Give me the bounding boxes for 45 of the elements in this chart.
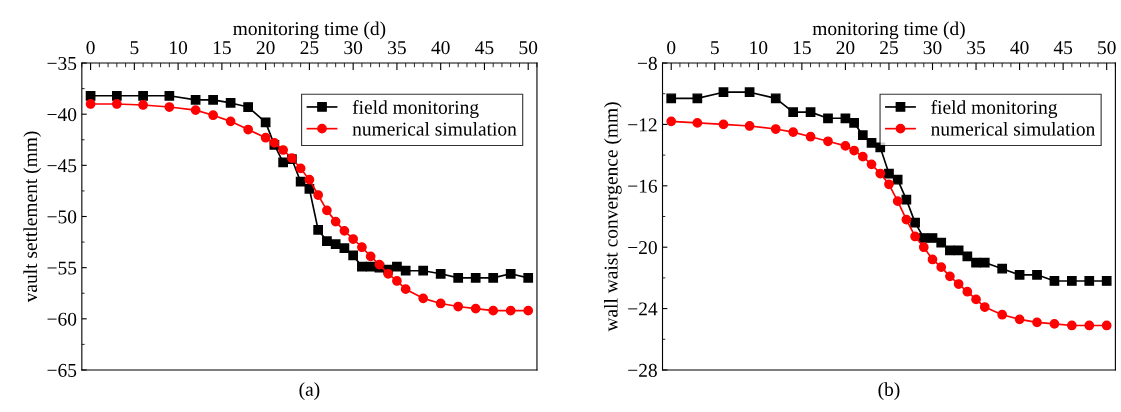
y-axis-title: wall waist convergence (mm) — [604, 102, 622, 332]
x-tick-label: 40 — [431, 41, 450, 55]
x-tick-label: 5 — [711, 41, 719, 55]
legend-label: field monitoring — [352, 100, 479, 118]
x-tick-label: 5 — [130, 41, 139, 55]
x-tick-label: 20 — [256, 41, 275, 55]
x-tick-label: 15 — [213, 41, 231, 55]
legend-label: numerical simulation — [931, 121, 1096, 136]
y-tick-label: −16 — [628, 179, 658, 193]
x-tick-label: 25 — [880, 41, 898, 55]
y-tick-label: −20 — [628, 241, 657, 255]
x-tick-label: 30 — [923, 41, 942, 55]
y-tick-label: −28 — [628, 363, 657, 377]
y-tick-label: −35 — [47, 56, 77, 70]
x-tick-label: 0 — [667, 41, 676, 55]
x-tick-label: 15 — [793, 41, 811, 55]
x-tick-label: 35 — [388, 41, 406, 55]
y-tick-label: −8 — [637, 56, 657, 70]
y-axis-title: vault settlement (mm) — [23, 131, 42, 303]
text: (b) — [878, 382, 900, 400]
y-tick-label: −24 — [628, 302, 658, 316]
y-tick-label: −65 — [47, 363, 77, 377]
x-tick-label: 50 — [519, 41, 538, 55]
y-tick-label: −50 — [47, 210, 77, 224]
x-tick-label: 45 — [1053, 41, 1073, 55]
x-axis-title: monitoring time (d) — [812, 21, 965, 40]
x-tick-label: 25 — [300, 41, 319, 55]
x-tick-label: 0 — [86, 41, 95, 55]
x-tick-label: 20 — [836, 41, 855, 55]
x-tick-label: 35 — [967, 41, 986, 55]
y-tick-label: −12 — [628, 118, 657, 132]
y-tick-label: −60 — [47, 312, 77, 326]
x-tick-label: 45 — [475, 41, 494, 55]
x-axis-title: monitoring time (d) — [233, 21, 386, 40]
x-tick-label: 10 — [750, 41, 768, 55]
x-tick-label: 40 — [1010, 41, 1029, 55]
x-tick-label: 10 — [170, 41, 188, 55]
x-tick-label: 30 — [344, 41, 363, 55]
legend-label: numerical simulation — [352, 121, 517, 136]
x-tick-label: 50 — [1098, 41, 1116, 55]
y-tick-label: −55 — [47, 261, 77, 275]
y-tick-label: −40 — [47, 108, 77, 122]
y-tick-label: −45 — [47, 159, 77, 173]
text: (a) — [299, 382, 320, 400]
legend-label: field monitoring — [931, 100, 1058, 118]
